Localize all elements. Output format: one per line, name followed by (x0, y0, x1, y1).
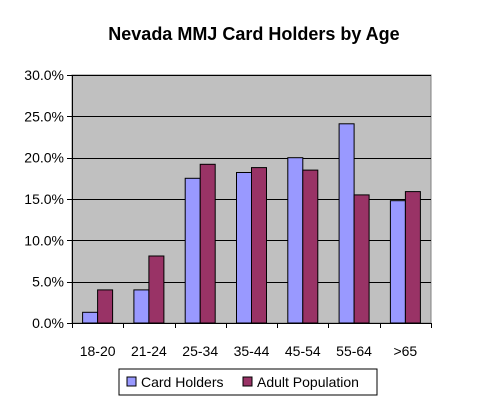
y-tick-label: 20.0% (24, 150, 64, 166)
x-tick-label: 25-34 (182, 343, 218, 359)
bar-adult-population (353, 194, 370, 324)
y-tick-label: 0.0% (32, 315, 64, 331)
bar-adult-population (97, 289, 114, 324)
x-tick-label: 21-24 (131, 343, 167, 359)
x-tick-label: >65 (393, 343, 417, 359)
gridlines (72, 75, 431, 283)
x-tick-label: 18-20 (80, 343, 116, 359)
y-tick-label: 25.0% (24, 108, 64, 124)
x-tick-label: 55-64 (336, 343, 372, 359)
x-tick-label: 35-44 (234, 343, 270, 359)
y-axis-tick-labels: 0.0% 5.0% 10.0% 15.0% 20.0% 25.0% 30.0% (24, 67, 64, 331)
bar-card-holders (184, 177, 201, 324)
bar-card-holders (389, 200, 406, 324)
bar-card-holders (338, 123, 355, 324)
bar-adult-population (148, 255, 165, 324)
bar-card-holders (82, 311, 99, 324)
legend-swatch-card-holders (126, 376, 137, 387)
legend-label-card-holders: Card Holders (141, 374, 223, 390)
y-tick-label: 5.0% (32, 274, 64, 290)
bar-adult-population (199, 163, 216, 324)
bar-adult-population (404, 191, 421, 324)
x-tick-label: 45-54 (285, 343, 321, 359)
bar-card-holders (287, 157, 304, 324)
bar-adult-population (251, 167, 267, 324)
legend: Card Holders Adult Population (118, 368, 378, 396)
bar-adult-population (302, 169, 319, 324)
y-tick-label: 15.0% (24, 191, 64, 207)
y-tick-label: 10.0% (24, 232, 64, 248)
axes (67, 75, 432, 328)
legend-label-adult-population: Adult Population (257, 374, 359, 390)
bar-card-holders (236, 172, 252, 324)
bar-card-holders (133, 289, 150, 324)
x-axis-tick-labels: 18-20 21-24 25-34 35-44 45-54 55-64 >65 (80, 343, 418, 359)
chart-title: Nevada MMJ Card Holders by Age (108, 24, 399, 44)
y-tick-label: 30.0% (24, 67, 64, 83)
legend-swatch-adult-population (242, 376, 253, 387)
